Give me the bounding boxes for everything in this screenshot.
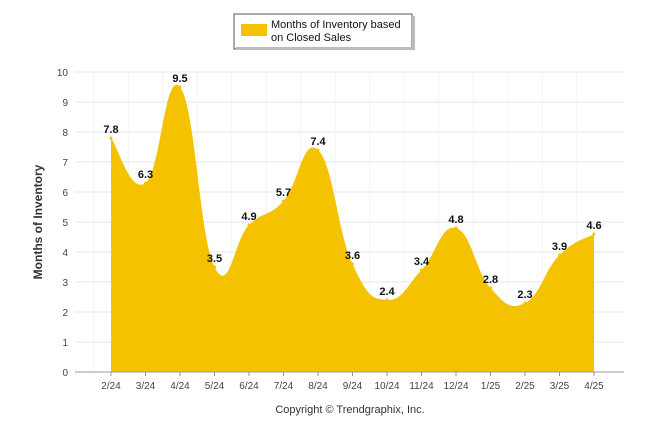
data-point-1/25	[489, 286, 492, 290]
data-point-10/24	[385, 298, 389, 302]
y-tick-label: 1	[62, 338, 68, 349]
y-tick-label: 10	[57, 68, 69, 79]
x-tick-label-3/25: 3/25	[550, 381, 570, 392]
data-label-3/24: 6.3	[138, 169, 153, 181]
data-point-2/24	[109, 136, 113, 140]
x-tick-label-11/24: 11/24	[409, 381, 434, 392]
area-series	[109, 84, 596, 372]
legend: Months of Inventory based on Closed Sale…	[233, 13, 415, 50]
y-tick-label: 2	[62, 308, 68, 319]
y-tick-label: 8	[62, 128, 68, 139]
y-tick-label: 9	[62, 98, 68, 109]
x-tick-label-4/24: 4/24	[170, 381, 190, 392]
x-tick-label-7/24: 7/24	[274, 381, 294, 392]
x-tick-label-2/25: 2/25	[515, 381, 535, 392]
axes	[75, 371, 624, 376]
data-label-7/24: 5.7	[276, 187, 291, 199]
x-tick-label-8/24: 8/24	[308, 381, 328, 392]
x-tick-label-5/24: 5/24	[205, 381, 225, 392]
legend-swatch	[241, 24, 267, 36]
x-tick-labels: 2/24 3/24 4/24 5/24 6/24 7/24 8/24 9/24 10/24 11/…	[101, 381, 604, 392]
data-point-9/24	[351, 262, 354, 266]
series-area	[111, 84, 594, 372]
data-label-9/24: 3.6	[345, 250, 360, 262]
data-point-4/25	[592, 232, 596, 236]
data-point-7/24	[282, 199, 285, 203]
data-point-5/24	[213, 265, 216, 269]
data-labels: 7.8 6.3 9.5 3.5 4.9 5.7 7.4 3.6 2.4 3.4 4.8 2.8 2.3 3…	[103, 73, 601, 301]
x-tick-label-2/24: 2/24	[101, 381, 121, 392]
data-label-8/24: 7.4	[310, 136, 326, 148]
legend-shadow	[236, 47, 413, 50]
x-tick-label-1/25: 1/25	[481, 381, 501, 392]
data-point-2/25	[523, 301, 527, 305]
data-label-3/25: 3.9	[552, 241, 567, 253]
data-label-2/25: 2.3	[517, 289, 532, 301]
data-label-1/25: 2.8	[483, 274, 498, 286]
y-tick-label: 4	[62, 248, 68, 259]
legend-label-line-2: on Closed Sales	[271, 32, 352, 44]
copyright-credit: Copyright © Trendgraphix, Inc.	[275, 404, 424, 416]
data-point-12/24	[454, 226, 458, 230]
data-point-11/24	[420, 268, 423, 272]
y-tick-label: 7	[62, 158, 68, 169]
data-label-5/24: 3.5	[207, 253, 222, 265]
data-label-4/24: 9.5	[172, 73, 187, 85]
x-tick-label-9/24: 9/24	[343, 381, 363, 392]
data-label-10/24: 2.4	[379, 286, 395, 298]
data-point-4/24	[178, 85, 182, 89]
data-point-3/25	[558, 253, 561, 257]
y-tick-label: 6	[62, 188, 68, 199]
x-tick-label-12/24: 12/24	[443, 381, 468, 392]
data-label-2/24: 7.8	[103, 124, 118, 136]
data-label-12/24: 4.8	[448, 214, 463, 226]
data-point-3/24	[144, 181, 147, 185]
y-tick-labels: 0 1 2 3 4 5 6 7 8 9 10	[57, 68, 69, 379]
data-point-8/24	[316, 148, 320, 152]
y-axis-title: Months of Inventory	[31, 164, 45, 279]
data-label-4/25: 4.6	[586, 220, 601, 232]
x-tick-label-4/25: 4/25	[584, 381, 604, 392]
y-tick-label: 0	[62, 368, 68, 379]
data-label-11/24: 3.4	[414, 256, 430, 268]
legend-shadow-side	[412, 16, 415, 50]
legend-label-line-1: Months of Inventory based	[271, 19, 401, 31]
x-tick-label-10/24: 10/24	[374, 381, 399, 392]
data-label-6/24: 4.9	[241, 211, 256, 223]
y-tick-label: 3	[62, 278, 68, 289]
x-tick-label-6/24: 6/24	[239, 381, 259, 392]
legend-box	[233, 13, 413, 50]
y-tick-label: 5	[62, 218, 68, 229]
x-tick-label-3/24: 3/24	[136, 381, 156, 392]
data-point-6/24	[247, 223, 251, 227]
